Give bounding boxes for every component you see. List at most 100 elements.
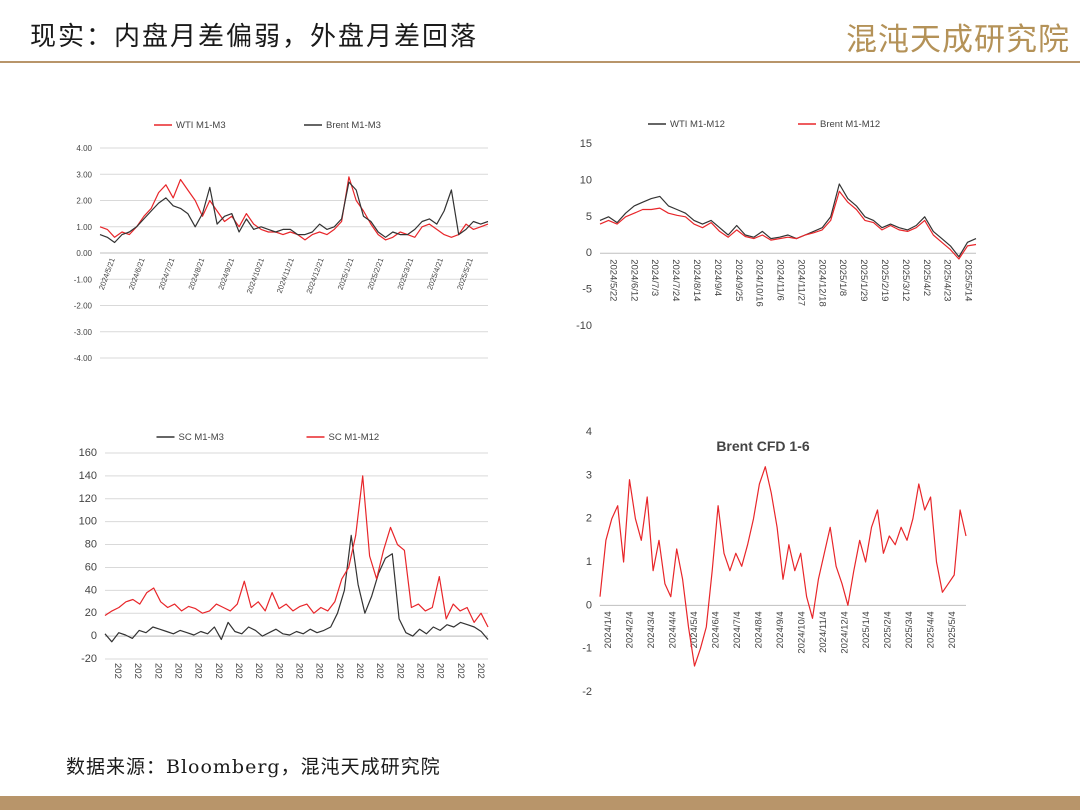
x-tick-label: 202 <box>414 663 425 679</box>
x-tick-label: 2024/12/4 <box>840 611 851 653</box>
y-tick-label: 100 <box>79 516 97 528</box>
y-tick-label: 80 <box>85 539 97 551</box>
x-tick-label: 2024/9/21 <box>216 257 236 291</box>
x-tick-label: 2024/5/4 <box>689 611 700 648</box>
y-tick-label: 60 <box>85 561 97 573</box>
x-tick-label: 2024/3/4 <box>646 611 657 648</box>
x-tick-label: 2024/8/4 <box>753 611 764 648</box>
x-tick-label: 202 <box>455 663 466 679</box>
y-tick-label: 1 <box>586 556 592 568</box>
x-tick-label: 2025/2/4 <box>883 611 894 648</box>
legend-label: Brent M1-M3 <box>326 120 381 131</box>
x-tick-label: 202 <box>314 663 325 679</box>
y-tick-label: -3.00 <box>74 328 93 337</box>
chart-brent-cfd: 4 3 2 1 0 -1 -2 2024/1/4 2024/2/4 2024/3/4 2024/4/… <box>582 426 967 698</box>
series-line-0 <box>104 534 489 643</box>
x-tick-label: 2024/6/4 <box>710 611 721 648</box>
x-tick-label: 202 <box>334 663 345 679</box>
y-tick-label: 2.00 <box>76 197 92 206</box>
y-tick-label: 160 <box>79 447 97 459</box>
x-tick-label: 2025/1/4 <box>861 611 872 648</box>
x-tick-label: 2024/5/22 <box>607 259 618 301</box>
y-tick-label: 0 <box>586 599 592 611</box>
x-tick-label: 2024/6/12 <box>628 259 639 301</box>
x-tick-label: 202 <box>112 663 123 679</box>
x-tick-label: 2025/4/4 <box>926 611 937 648</box>
y-tick-label: -1.00 <box>74 275 93 284</box>
y-tick-label: 1.00 <box>76 223 92 232</box>
header-divider <box>0 61 1080 63</box>
y-tick-label: 3.00 <box>76 170 92 179</box>
series-line-1 <box>599 190 977 260</box>
series-line-1 <box>104 475 489 628</box>
x-tick-label: 2024/10/21 <box>245 257 266 295</box>
x-tick-label: 202 <box>435 663 446 679</box>
x-tick-label: 2024/10/4 <box>797 611 808 653</box>
x-tick-label: 2024/8/21 <box>186 257 206 291</box>
x-tick-label: 2024/11/6 <box>775 259 786 301</box>
y-tick-label: 3 <box>586 469 592 481</box>
y-tick-label: 5 <box>586 211 592 223</box>
y-tick-label: 15 <box>580 138 592 150</box>
y-tick-label: 140 <box>79 470 97 482</box>
x-tick-label: 2024/7/4 <box>732 611 743 648</box>
x-tick-label: 2024/5/21 <box>97 257 117 291</box>
y-tick-label: 10 <box>580 174 592 186</box>
x-tick-label: 2024/9/4 <box>712 259 723 296</box>
series-line-0 <box>599 183 977 258</box>
series-line-0 <box>599 466 967 667</box>
x-tick-label: 202 <box>173 663 184 679</box>
logo: 混沌天成研究院 <box>846 22 1070 58</box>
x-tick-label: 2025/4/2 <box>921 259 932 296</box>
x-tick-label: 2025/3/12 <box>900 259 911 301</box>
x-tick-label: 2025/2/21 <box>366 257 386 291</box>
y-tick-label: -2.00 <box>74 302 93 311</box>
y-tick-label: 4.00 <box>76 144 92 153</box>
x-tick-label: 2024/11/4 <box>818 611 829 653</box>
x-tick-label: 202 <box>273 663 284 679</box>
y-tick-label: 40 <box>85 584 97 596</box>
x-tick-label: 202 <box>475 663 486 679</box>
x-tick-label: 202 <box>354 663 365 679</box>
x-tick-label: 2024/6/21 <box>127 257 147 291</box>
x-tick-label: 2024/10/16 <box>754 259 765 307</box>
legend-label: SC M1-M3 <box>179 432 224 443</box>
x-tick-label: 202 <box>152 663 163 679</box>
legend-label: Brent M1-M12 <box>820 119 880 130</box>
x-tick-label: 2024/11/27 <box>795 259 806 306</box>
x-tick-label: 2025/5/4 <box>947 611 958 648</box>
y-tick-label: 120 <box>79 493 97 505</box>
y-tick-label: -4.00 <box>74 354 93 363</box>
chart-wti-brent-m1-m12: 15 10 5 0 -5 -10 2024/5/22 2024/6/12 2024/7/3 202… <box>576 119 977 332</box>
chart-sc-spreads: 160 140 120 100 80 60 40 20 0 -20 202 202 202 202 202 2… <box>79 432 489 679</box>
x-tick-label: 2024/7/3 <box>649 259 660 296</box>
x-tick-label: 202 <box>294 663 305 679</box>
y-tick-label: 4 <box>586 426 592 438</box>
x-tick-label: 2025/1/21 <box>336 257 356 291</box>
x-tick-label: 202 <box>193 663 204 679</box>
y-tick-label: 0 <box>91 630 97 642</box>
x-tick-label: 2025/3/21 <box>395 257 415 291</box>
x-tick-label: 2024/7/24 <box>670 259 681 301</box>
x-tick-label: 2024/8/14 <box>691 259 702 301</box>
x-tick-label: 2024/2/4 <box>624 611 635 648</box>
footer-bar <box>0 796 1080 810</box>
y-tick-label: -2 <box>582 686 592 698</box>
x-tick-label: 2024/9/25 <box>733 259 744 301</box>
y-tick-label: -10 <box>576 320 592 332</box>
legend-label: WTI M1-M12 <box>670 119 725 130</box>
x-tick-label: 2024/1/4 <box>603 611 614 648</box>
chart-title: Brent CFD 1-6 <box>716 438 810 454</box>
y-tick-label: -20 <box>81 653 97 665</box>
x-tick-label: 2025/4/23 <box>942 259 953 301</box>
y-tick-label: -1 <box>582 643 592 655</box>
x-tick-label: 202 <box>253 663 264 679</box>
x-tick-label: 2025/5/14 <box>963 259 974 301</box>
chart-wti-brent-m1-m3: 4.00 3.00 2.00 1.00 0.00 -1.00 -2.00 -3.00 -4.00… <box>74 120 489 363</box>
x-tick-label: 2024/9/4 <box>775 611 786 648</box>
x-tick-label: 2025/4/21 <box>425 257 445 291</box>
x-tick-label: 2024/12/18 <box>816 259 827 307</box>
x-tick-label: 202 <box>132 663 143 679</box>
x-tick-label: 2024/4/4 <box>667 611 678 648</box>
x-tick-label: 202 <box>213 663 224 679</box>
